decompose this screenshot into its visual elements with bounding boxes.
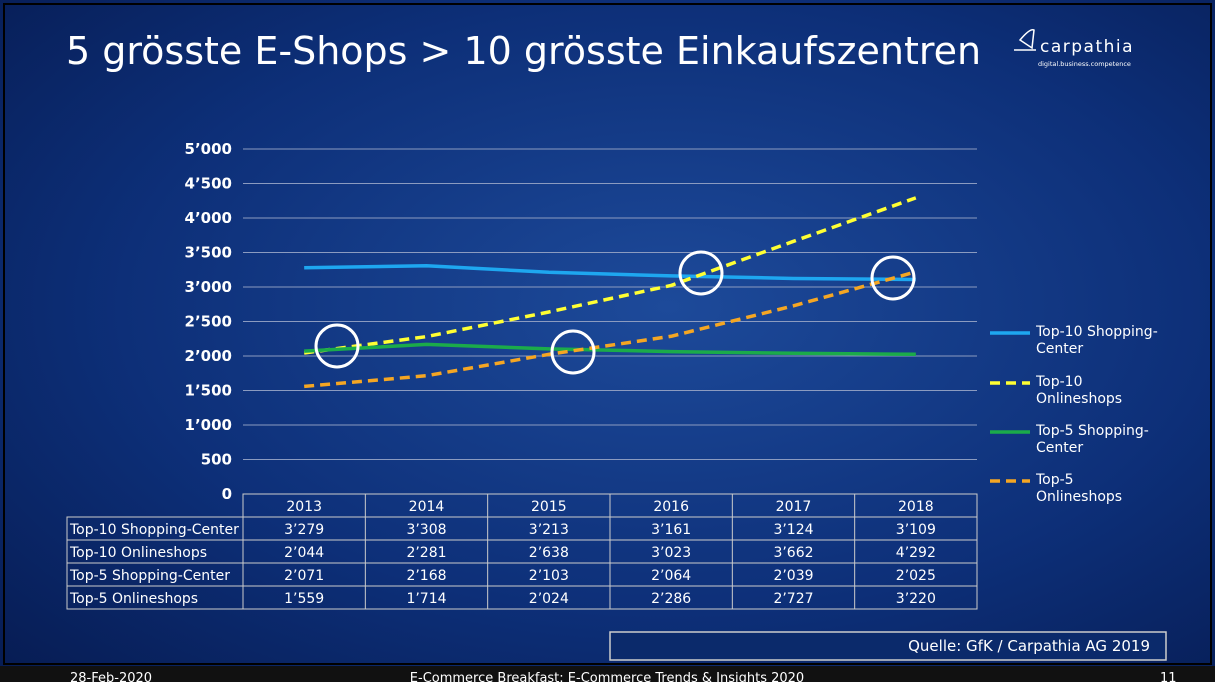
table-cell: 3’279 [284, 522, 324, 538]
table-cell: 2’071 [284, 568, 324, 584]
y-tick-label: 3’000 [185, 278, 232, 296]
table-row-label: Top-10 Onlineshops [69, 545, 207, 561]
y-tick-label: 4’000 [185, 209, 232, 227]
table-cell: 2’064 [651, 568, 691, 584]
highlight-circle [314, 323, 360, 369]
y-tick-label: 3’500 [185, 244, 232, 262]
legend-entry: Top-10 Shopping-Center [1036, 324, 1158, 357]
table-cell: 2’286 [651, 591, 691, 607]
table-cell: 2’025 [896, 568, 936, 584]
y-tick-label: 5’000 [185, 140, 232, 158]
series-line [304, 342, 916, 357]
y-tick-label: 2’500 [185, 313, 232, 331]
y-tick-label: 0 [222, 485, 232, 503]
logo-tagline: digital.business.competence [1038, 60, 1131, 68]
table-cell: 1’714 [406, 591, 446, 607]
source-box [609, 631, 1167, 661]
highlight-circle [870, 255, 916, 301]
logo-name: carpathia [1040, 37, 1134, 57]
table-cell: 2’281 [406, 545, 446, 561]
series-line [303, 196, 917, 355]
series-line [304, 270, 917, 389]
table-cell: 3’308 [406, 522, 446, 538]
legend-label: Top-10 Shopping-Center [1036, 324, 1158, 357]
source: Quelle: GfK / Carpathia AG 2019 [908, 637, 1150, 655]
table-cell: 3’023 [651, 545, 691, 561]
table-cell: 3’662 [773, 545, 813, 561]
annotation-circles [314, 250, 916, 375]
frame [3, 3, 1212, 665]
footer-page: 11 [1160, 671, 1177, 682]
table-cell: 2’727 [773, 591, 813, 607]
x-tick-label: 2017 [776, 499, 812, 515]
series-line [304, 263, 916, 282]
table-cell: 1’559 [284, 591, 324, 607]
x-tick-label: 2013 [286, 499, 322, 515]
table-cell: 4’292 [896, 545, 936, 561]
y-tick-label: 1’000 [185, 416, 232, 434]
logo-icon [1014, 28, 1036, 51]
legend-entry: Top-10 Onlineshops [1036, 374, 1123, 407]
legend-entry: Top-5 Shopping-Center [1036, 423, 1149, 456]
footer-date: 28-Feb-2020 [70, 671, 152, 682]
x-tick-label: 2015 [531, 499, 567, 515]
highlight-circle [550, 329, 596, 375]
table-cell: 2’039 [773, 568, 813, 584]
table-cell: 2’044 [284, 545, 324, 561]
table-cell: 3’213 [529, 522, 569, 538]
chart: 0 500 1’000 1’500 2’000 2’500 3’000 3’500 4’000 4… [66, 140, 1158, 610]
table-cell: 3’109 [896, 522, 936, 538]
x-tick-label: 2016 [653, 499, 689, 515]
legend-entry: Top-5 Onlineshops [1036, 472, 1123, 505]
title: 5 grösste E-Shops > 10 grösste Einkaufsz… [66, 29, 981, 73]
legend-label: Top-10 Onlineshops [1036, 374, 1123, 407]
x-tick-label: 2014 [409, 499, 445, 515]
table-row-label: Top-5 Onlineshops [69, 591, 198, 607]
table-row-label: Top-10 Shopping-Center [69, 522, 239, 538]
table-cell: 2’168 [406, 568, 446, 584]
table-cell: 3’220 [896, 591, 936, 607]
y-tick-label: 4’500 [185, 175, 232, 193]
footer-bar [0, 666, 1215, 682]
highlight-circle [678, 250, 724, 296]
table-cell: 2’103 [529, 568, 569, 584]
legend-label: Top-5 Shopping-Center [1036, 423, 1149, 456]
table-cell: 3’124 [773, 522, 813, 538]
table-cell: 2’024 [529, 591, 569, 607]
footer-event: E-Commerce Breakfast: E-Commerce Trends … [410, 671, 804, 682]
x-tick-label: 2018 [898, 499, 934, 515]
table-cell: 2’638 [529, 545, 569, 561]
table-cell: 3’161 [651, 522, 691, 538]
legend-label: Top-5 Onlineshops [1036, 472, 1123, 505]
table-row-label: Top-5 Shopping-Center [69, 568, 230, 584]
y-tick-label: 2’000 [185, 347, 232, 365]
y-tick-label: 500 [201, 451, 232, 469]
y-tick-label: 1’500 [185, 382, 232, 400]
